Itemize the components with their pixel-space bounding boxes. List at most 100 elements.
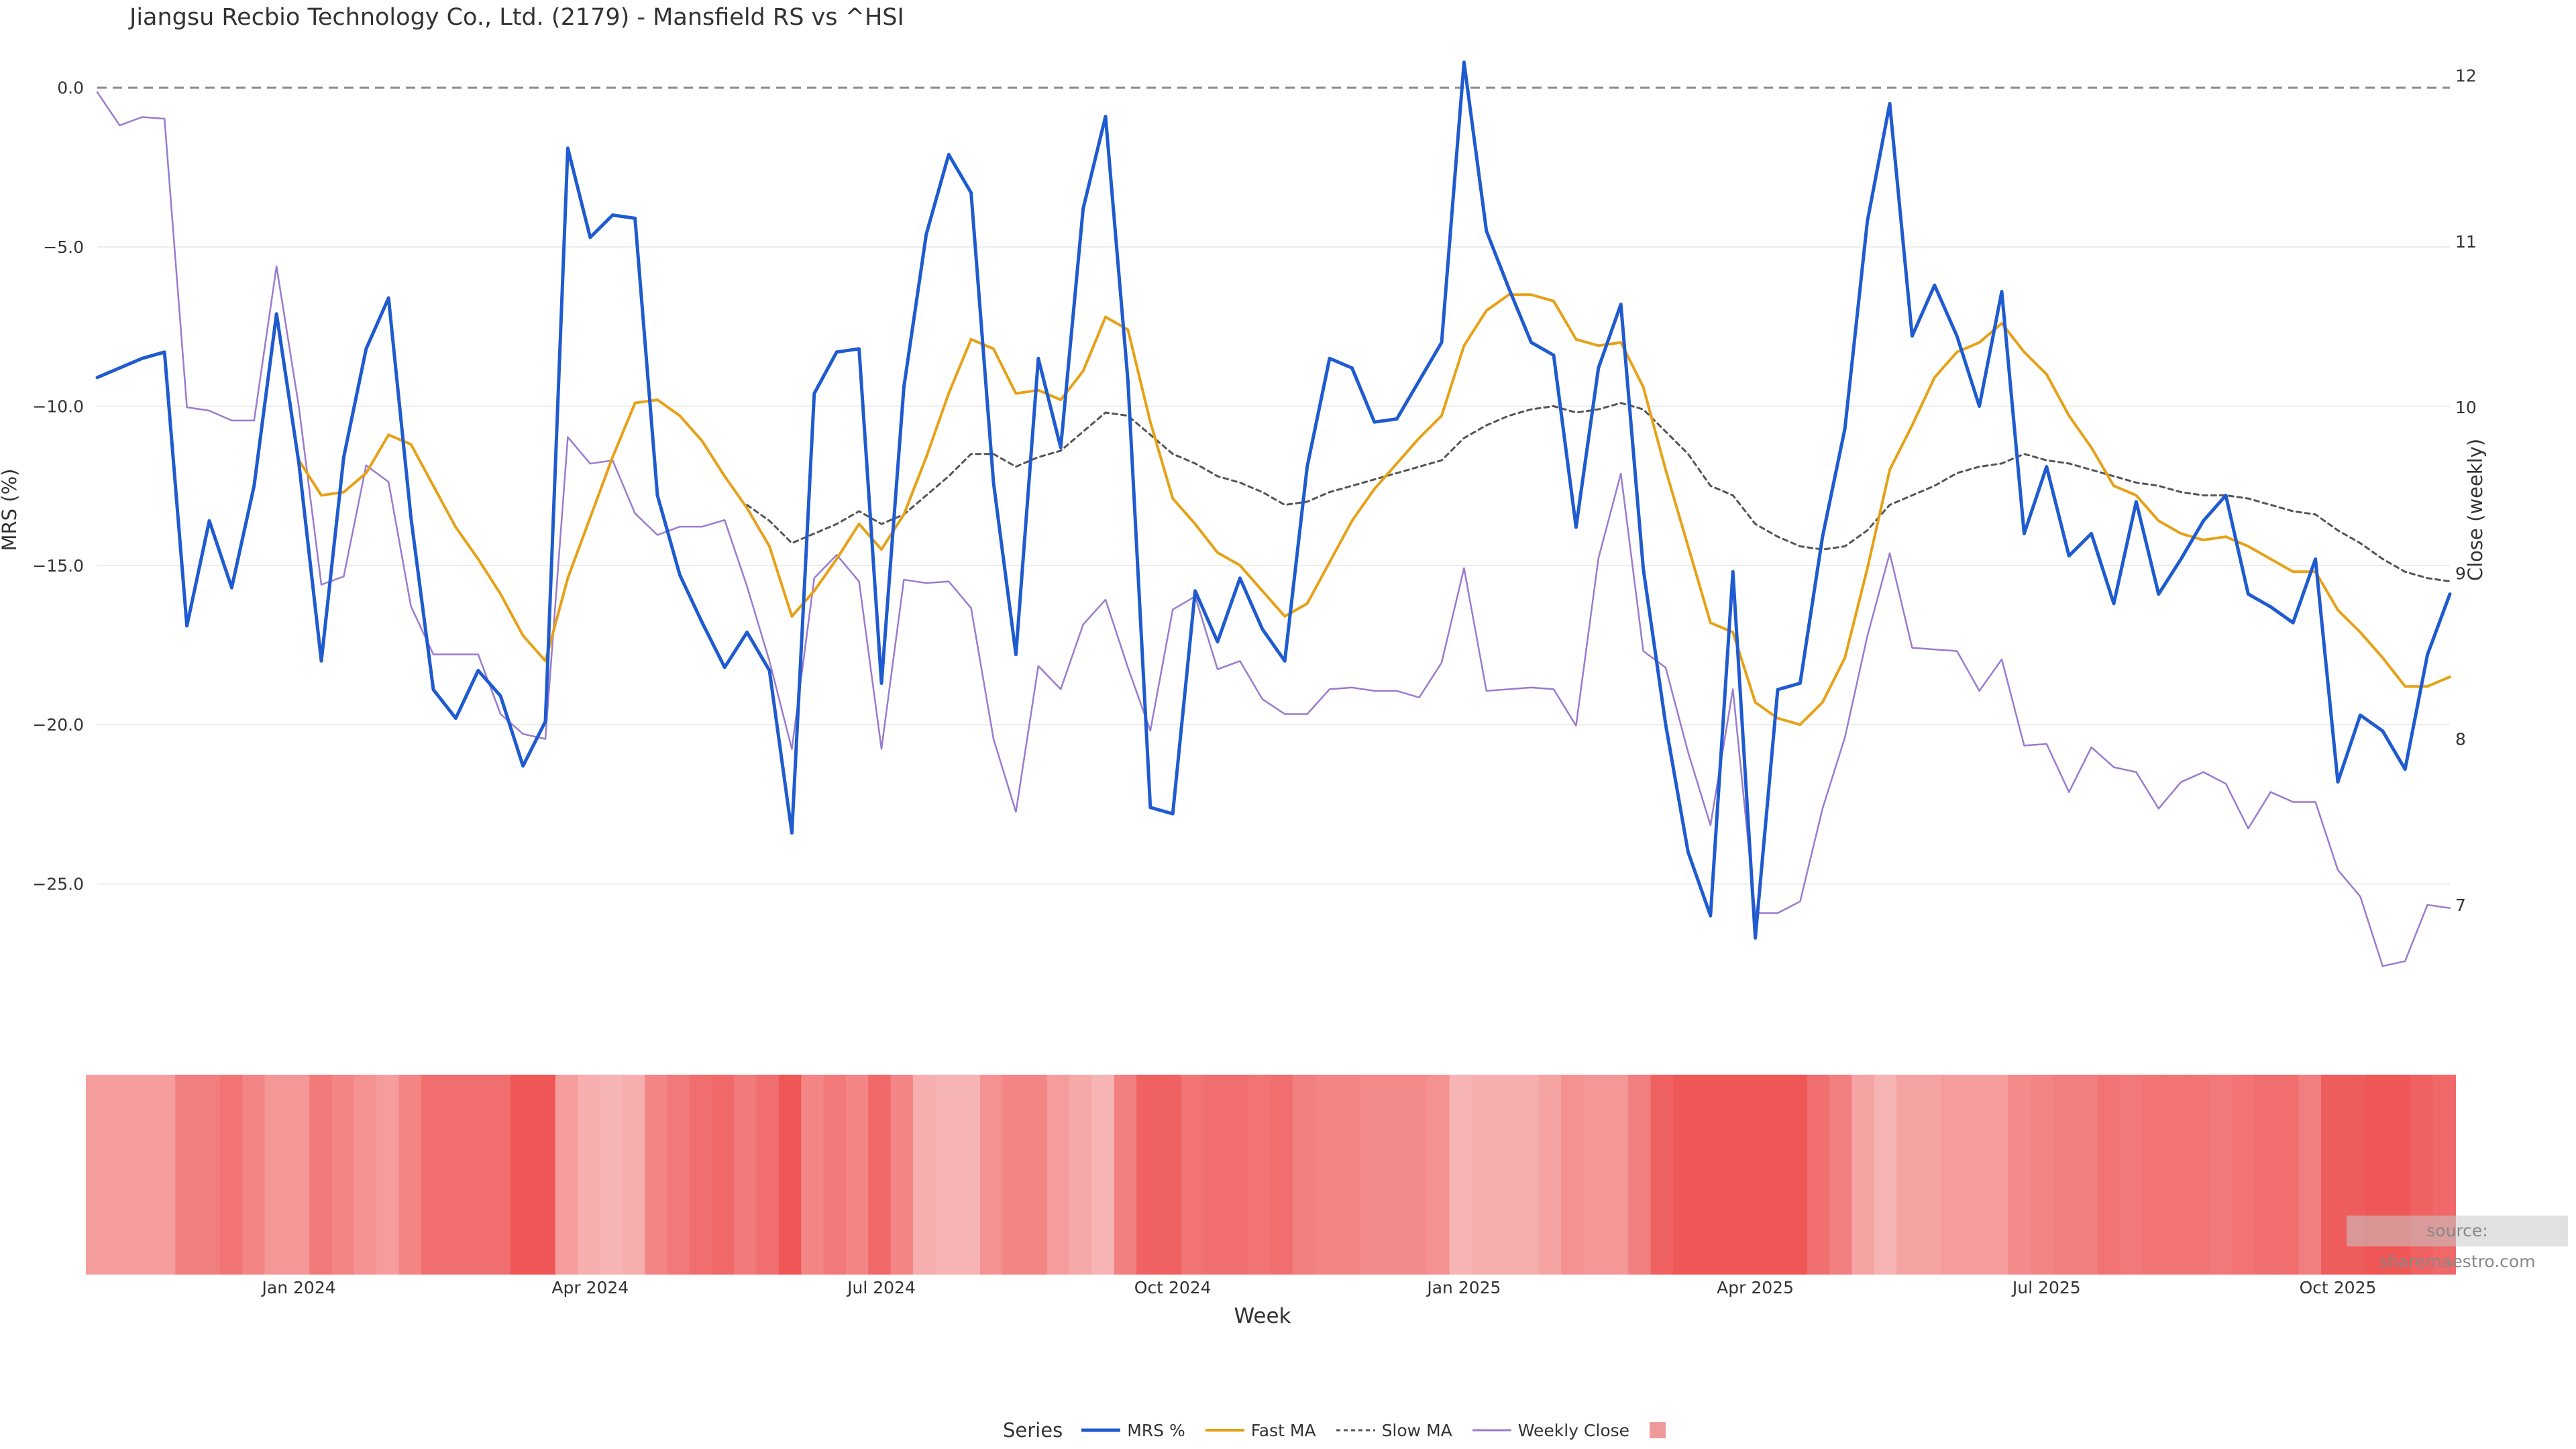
heatmap-cell [1896, 1075, 1920, 1275]
heatmap-cell [1471, 1075, 1495, 1275]
heatmap-cell [1851, 1075, 1875, 1275]
heatmap-cell [1762, 1075, 1786, 1275]
heatmap-cell [242, 1075, 266, 1275]
heatmap-cell [689, 1075, 712, 1275]
legend: Series MRS % Fast MA Slow MA Weekly Clos… [1003, 1417, 1686, 1444]
y2-tick-label: 9 [2455, 564, 2466, 583]
heatmap-cell [711, 1075, 735, 1275]
heatmap-cell [197, 1075, 221, 1275]
heatmap-cell [1986, 1075, 2009, 1275]
heatmap-cell [890, 1075, 914, 1275]
heatmap-cell [1404, 1075, 1428, 1275]
legend-item-mrs[interactable]: MRS % [1081, 1421, 1185, 1440]
heatmap-cell [286, 1075, 311, 1275]
heatmap-cell [1583, 1075, 1607, 1275]
heatmap-cell [331, 1075, 355, 1275]
heatmap-cell [555, 1075, 579, 1275]
heatmap-cell [912, 1075, 936, 1275]
heatmap-cell [1337, 1075, 1361, 1275]
source-watermark: source: sharemaestro.com [2347, 1216, 2568, 1271]
x-axis-ticks: Jan 2024 Apr 2024 Jul 2024 Oct 2024 Jan 2025… [261, 1278, 2377, 1297]
heatmap-cell [1784, 1075, 1808, 1275]
heatmap-cell [1561, 1075, 1585, 1275]
heatmap-cell [2120, 1075, 2143, 1275]
heatmap-cell [466, 1075, 489, 1275]
heatmap-cell [1628, 1075, 1652, 1275]
y2-tick-label: 10 [2455, 398, 2477, 417]
heatmap-cell [578, 1075, 601, 1275]
heatmap-cell [1181, 1075, 1205, 1275]
series-slow-ma-line [746, 402, 2451, 583]
heatmap-cell [1516, 1075, 1540, 1275]
heatmap-cell [175, 1075, 199, 1275]
heatmap-cell [2008, 1075, 2031, 1275]
x-tick-label: Apr 2025 [1717, 1278, 1794, 1297]
heatmap-cell [421, 1075, 445, 1275]
heatmap-cell [2053, 1075, 2076, 1275]
legend-line-mrs-icon [1081, 1428, 1121, 1432]
legend-item-weekly-close[interactable]: Weekly Close [1472, 1421, 1629, 1440]
heatmap-cell [1717, 1075, 1741, 1275]
heatmap-cell [734, 1075, 757, 1275]
legend-item-slow-ma[interactable]: Slow MA [1336, 1421, 1452, 1440]
heatmap-cell [600, 1075, 623, 1275]
y-tick-label: 0.0 [57, 78, 84, 98]
y-tick-label: −15.0 [32, 556, 84, 576]
heatmap-cell [2321, 1075, 2345, 1275]
legend-title: Series [1003, 1419, 1063, 1442]
heatmap-cell [801, 1075, 824, 1275]
heatmap-cell [1002, 1075, 1026, 1275]
heatmap-cell [219, 1075, 244, 1275]
heatmap-cell [1427, 1075, 1450, 1275]
x-tick-label: Apr 2024 [551, 1278, 629, 1297]
heatmap-cell [1494, 1075, 1517, 1275]
heatmap-strip [86, 1075, 2456, 1275]
heatmap-cell [2276, 1075, 2300, 1275]
heatmap-cell [2254, 1075, 2277, 1275]
heatmap-cell [1739, 1075, 1764, 1275]
chart-title: Jiangsu Recbio Technology Co., Ltd. (217… [129, 4, 904, 31]
y-tick-label: −5.0 [43, 237, 84, 257]
y2-tick-label: 11 [2455, 232, 2477, 252]
heatmap-cell [398, 1075, 422, 1275]
heatmap-cell [108, 1075, 131, 1275]
heatmap-cell [823, 1075, 847, 1275]
y2-tick-label: 12 [2455, 66, 2477, 86]
heatmap-cell [533, 1075, 556, 1275]
heatmap-cell [130, 1075, 154, 1275]
heatmap-cell [2187, 1075, 2210, 1275]
y2-axis-label: Close (weekly) [2464, 439, 2487, 581]
heatmap-cell [2164, 1075, 2188, 1275]
heatmap-cell [1941, 1075, 1964, 1275]
y-tick-label: −20.0 [32, 715, 84, 735]
heatmap-cell [264, 1075, 288, 1275]
heatmap-cell [979, 1075, 1004, 1275]
heatmap-cell [152, 1075, 176, 1275]
series-weekly-close-line [96, 91, 2451, 967]
legend-item-fast-ma[interactable]: Fast MA [1205, 1421, 1316, 1440]
heatmap-cell [778, 1075, 802, 1275]
heatmap-cell [1226, 1075, 1249, 1275]
heatmap-cell [488, 1075, 512, 1275]
heatmap-cell [1650, 1075, 1674, 1275]
heatmap-cell [511, 1075, 534, 1275]
heatmap-cell [2298, 1075, 2322, 1275]
heatmap-cell [1114, 1075, 1138, 1275]
heatmap-cell [1315, 1075, 1338, 1275]
series-fast-ma-line [297, 293, 2451, 727]
heatmap-cell [2097, 1075, 2121, 1275]
y2-tick-label: 8 [2455, 730, 2466, 749]
legend-item-heatmap[interactable] [1650, 1422, 1666, 1438]
y2-tick-label: 7 [2455, 896, 2466, 915]
heatmap-cell [1203, 1075, 1227, 1275]
x-tick-label: Oct 2025 [2300, 1278, 2377, 1297]
heatmap-cell [309, 1075, 333, 1275]
legend-line-slow-ma-icon [1336, 1429, 1375, 1432]
heatmap-cell [868, 1075, 892, 1275]
heatmap-cell [845, 1075, 869, 1275]
heatmap-cell [1963, 1075, 1987, 1275]
heatmap-cell [1069, 1075, 1093, 1275]
heatmap-cell [1024, 1075, 1048, 1275]
y-axis-label: MRS (%) [0, 469, 21, 551]
legend-line-fast-ma-icon [1205, 1429, 1244, 1432]
